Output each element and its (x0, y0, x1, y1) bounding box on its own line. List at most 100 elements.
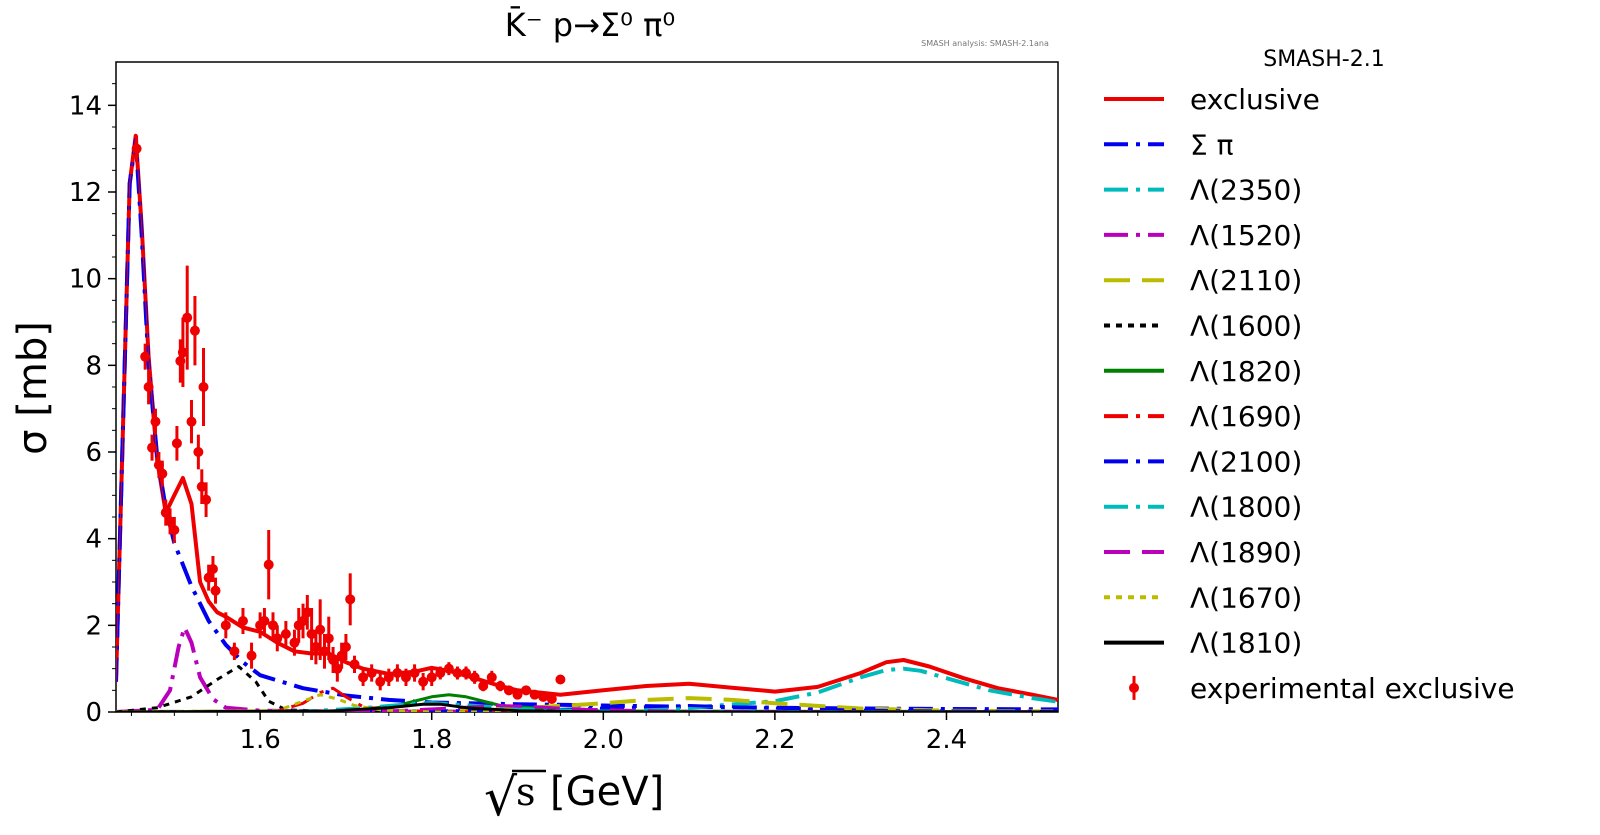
experimental-point (131, 143, 142, 154)
experimental-point (263, 559, 274, 570)
experimental-point (143, 382, 154, 392)
experimental-point (400, 672, 411, 683)
experimental-point (246, 650, 257, 661)
legend-label: Λ(1690) (1190, 400, 1302, 433)
y-tick-label: 14 (69, 91, 102, 121)
legend-label: Λ(2100) (1190, 445, 1302, 478)
x-tick-label: 2.4 (926, 725, 967, 755)
plot-area (115, 61, 1059, 713)
experimental-point (165, 516, 176, 527)
x-axis-label: √ s [GeV] (484, 768, 664, 828)
y-tick-label: 8 (85, 351, 102, 381)
y-axis-label: σ [mb] (10, 321, 56, 455)
x-axis-label-unit: [GeV] (550, 769, 664, 815)
experimental-point (289, 637, 300, 648)
experimental-point (229, 646, 240, 657)
legend-label: Σ π (1190, 128, 1234, 161)
experimental-point (319, 646, 330, 657)
x-tick-label: 1.6 (239, 725, 280, 755)
legend-label: Λ(1820) (1190, 355, 1302, 388)
experimental-point (169, 525, 180, 535)
experimental-point (538, 691, 549, 702)
x-tick-label: 2.0 (583, 725, 624, 755)
experimental-point (486, 672, 497, 683)
legend-label: Λ(1600) (1190, 310, 1302, 343)
experimental-point (443, 663, 454, 674)
experimental-point (315, 624, 326, 635)
experimental-point (375, 676, 386, 687)
experimental-point (469, 672, 480, 683)
legend-experimental-point (1129, 682, 1139, 693)
legend-label: Λ(1800) (1190, 491, 1302, 524)
experimental-point (203, 572, 214, 583)
experimental-point (193, 447, 204, 457)
experimental-point (186, 416, 197, 427)
exclusive-thin-line (116, 135, 1058, 701)
experimental-point (452, 668, 463, 678)
axes-layer: 1.6 1.8 2.0 2.2 2.4 0 2 4 6 8 10 12 14 (69, 83, 1033, 755)
experimental-point (182, 312, 193, 323)
experimental-point (409, 668, 420, 678)
experimental-point (220, 620, 231, 631)
legend-label: Λ(1810) (1190, 627, 1302, 660)
legend-label-experimental: experimental exclusive (1190, 672, 1515, 705)
experimental-point (302, 607, 313, 618)
x-tick-label: 1.8 (411, 725, 452, 755)
legend-label: exclusive (1190, 83, 1320, 116)
experimental-point (555, 674, 566, 685)
series-line (116, 133, 1058, 702)
experimental-point (478, 681, 489, 691)
y-tick-label: 4 (85, 525, 102, 555)
experimental-point (392, 668, 403, 678)
experimental-point (310, 642, 321, 652)
experimental-point (157, 468, 168, 479)
experimental-point (383, 672, 394, 683)
y-tick-label: 12 (69, 178, 102, 208)
experimental-point (512, 689, 523, 700)
experimental-point (150, 416, 161, 427)
legend-title: SMASH-2.1 (1263, 47, 1384, 72)
experimental-point (340, 642, 351, 652)
experimental-point (196, 481, 207, 492)
experimental-point (328, 655, 339, 665)
experimental-point (147, 442, 158, 453)
y-tick-label: 2 (85, 611, 102, 641)
experimental-point (426, 672, 437, 683)
legend-label: Λ(1890) (1190, 536, 1302, 569)
series-line (116, 693, 1058, 712)
experimental-point (268, 620, 278, 631)
experimental-point (306, 629, 317, 639)
experimental-point (435, 668, 446, 678)
x-axis-label-s: s (516, 770, 536, 814)
experimental-point (503, 685, 514, 696)
experimental-point (272, 633, 283, 644)
experimental-point (495, 681, 506, 691)
x-axis-label-root: √ (484, 768, 518, 828)
experimental-point (345, 594, 356, 605)
experimental-point (160, 507, 171, 518)
experimental-point (280, 629, 291, 639)
experimental-point (529, 689, 540, 700)
experimental-point (207, 564, 218, 574)
experimental-point (201, 494, 212, 505)
y-tick-label: 10 (69, 265, 102, 295)
y-tick-label: 0 (85, 698, 102, 728)
x-tick-label: 2.2 (754, 725, 795, 755)
legend-label: Λ(1520) (1190, 219, 1302, 252)
experimental-point (521, 685, 532, 696)
experimental-point (259, 616, 270, 626)
experimental-point (349, 659, 360, 670)
series-layer (116, 133, 1058, 712)
experimental-point (418, 676, 429, 687)
experimental-point (336, 650, 347, 661)
legend-label: Λ(1670) (1190, 581, 1302, 614)
y-tick-label: 6 (85, 438, 102, 468)
series-line (116, 702, 1058, 712)
legend-label: Λ(2350) (1190, 174, 1302, 207)
experimental-point (189, 325, 200, 336)
experimental-point (237, 616, 248, 626)
experimental-point (177, 347, 188, 358)
experimental-point (358, 672, 369, 683)
experimental-point (298, 616, 309, 626)
